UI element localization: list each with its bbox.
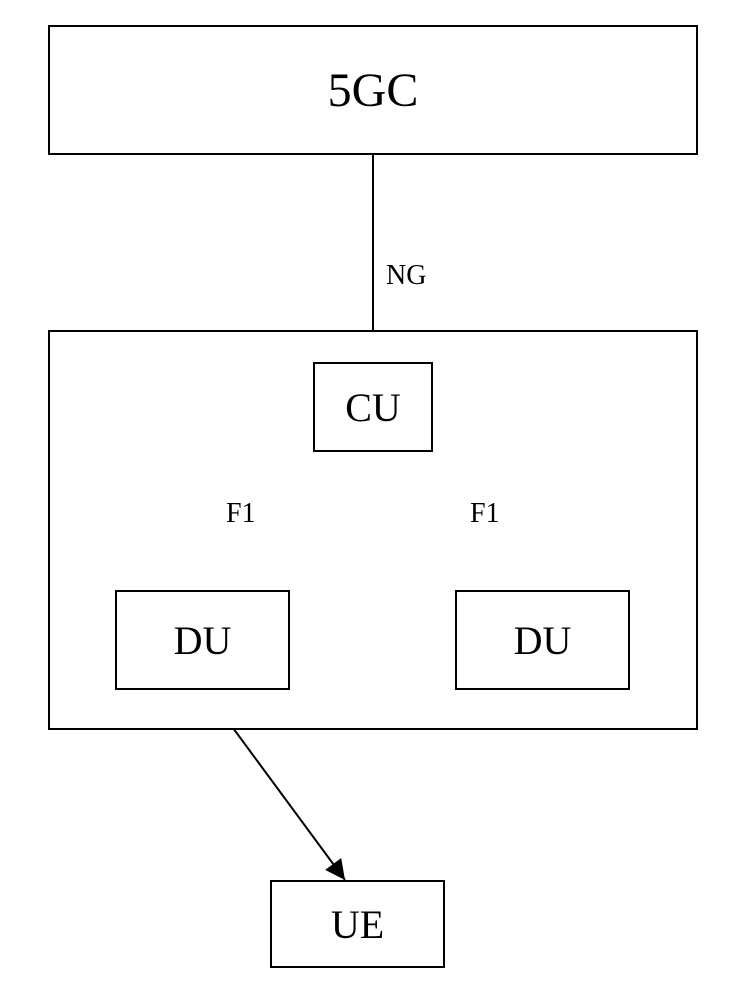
core-node: 5GC (48, 25, 698, 155)
f1-left-edge-label: F1 (226, 498, 256, 530)
du-right-label: DU (514, 617, 572, 664)
core-label: 5GC (328, 63, 419, 118)
du-right-node: DU (455, 590, 630, 690)
ng-edge-label: NG (386, 260, 426, 292)
du-left-node: DU (115, 590, 290, 690)
cu-label: CU (345, 384, 401, 431)
f1-right-edge-label: F1 (470, 498, 500, 530)
ue-label: UE (331, 901, 384, 948)
du-left-label: DU (174, 617, 232, 664)
ue-node: UE (270, 880, 445, 968)
cu-node: CU (313, 362, 433, 452)
